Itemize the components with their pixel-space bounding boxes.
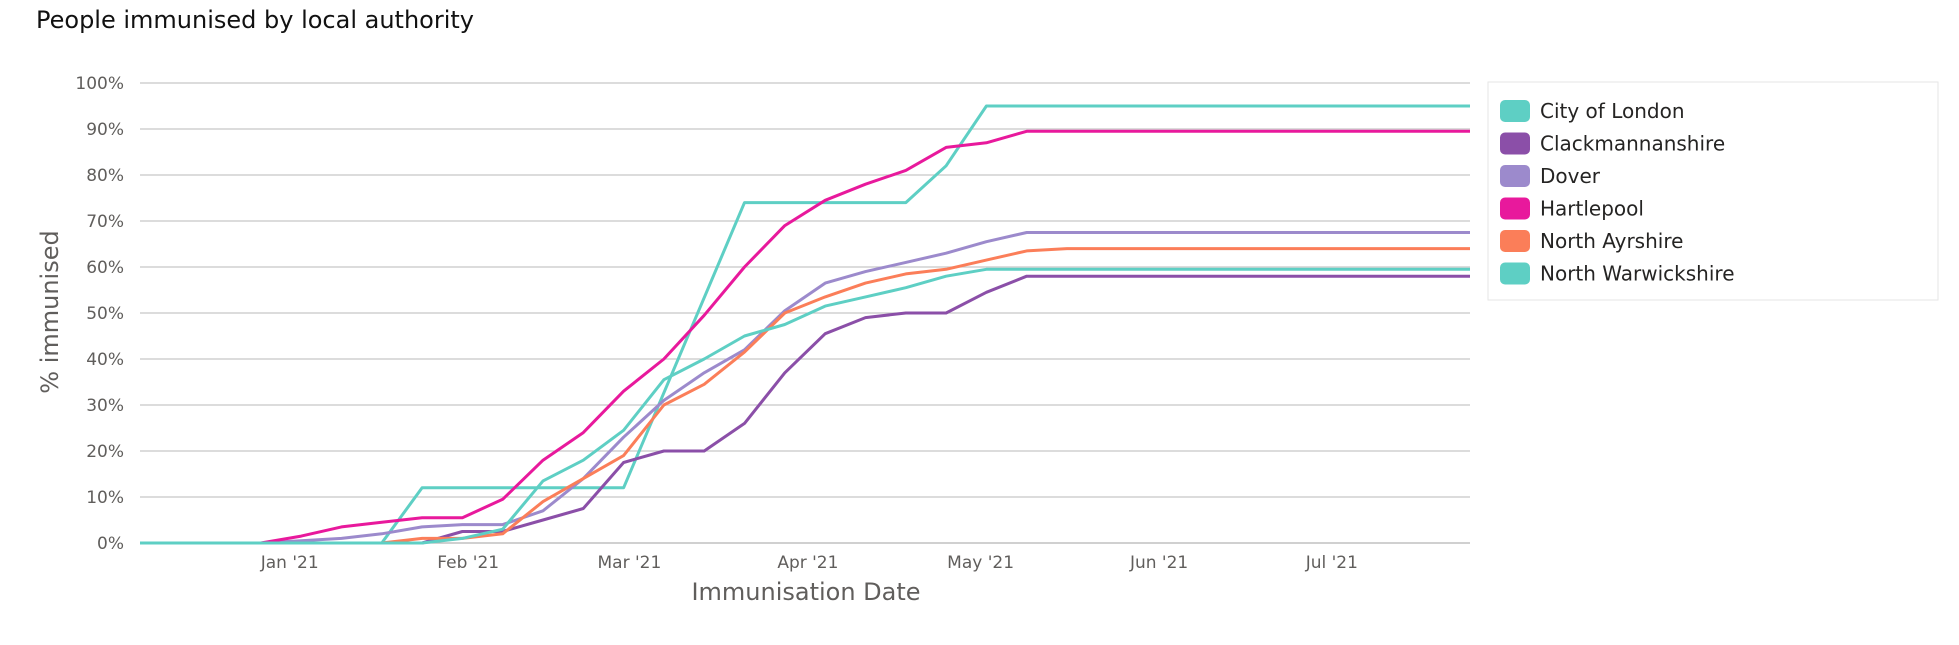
- y-tick-label: 100%: [75, 74, 124, 94]
- gridlines: [140, 82, 1470, 544]
- x-tick-label: Jan '21: [260, 553, 319, 573]
- legend-swatch-north-warwickshire: [1500, 262, 1530, 285]
- legend-label-clackmannanshire: Clackmannanshire: [1540, 132, 1725, 156]
- series-line-north-warwickshire: [140, 267, 1470, 545]
- y-tick-label: 80%: [86, 166, 124, 186]
- y-tick-label: 0%: [97, 534, 124, 554]
- x-tick-label: Apr '21: [777, 553, 838, 573]
- x-tick-label: Jul '21: [1305, 553, 1358, 573]
- legend-label-north-ayrshire: North Ayrshire: [1540, 229, 1683, 253]
- y-tick-label: 20%: [86, 442, 124, 462]
- chart-title: People immunised by local authority: [36, 6, 474, 34]
- y-tick-label: 10%: [86, 488, 124, 508]
- series-line-north-ayrshire: [140, 247, 1470, 545]
- y-tick-label: 30%: [86, 396, 124, 416]
- y-axis-ticks: 0% 10% 20% 30% 40% 50% 60% 70% 80% 90% 100%: [75, 74, 124, 554]
- y-tick-label: 50%: [86, 304, 124, 324]
- legend-swatch-hartlepool: [1500, 197, 1530, 220]
- y-tick-label: 90%: [86, 120, 124, 140]
- legend-swatch-clackmannanshire: [1500, 132, 1530, 155]
- x-tick-label: Mar '21: [597, 553, 661, 573]
- series-lines: [140, 104, 1470, 545]
- x-axis-ticks: Jan '21 Feb '21 Mar '21 Apr '21 May '21 Jun '…: [260, 553, 1358, 573]
- x-tick-label: Jun '21: [1129, 553, 1188, 573]
- legend-swatch-north-ayrshire: [1500, 230, 1530, 252]
- legend-label-dover: Dover: [1540, 164, 1601, 188]
- x-tick-label: Feb '21: [437, 553, 499, 573]
- legend-swatch-dover: [1500, 165, 1530, 187]
- legend-swatch-city-of-london: [1500, 100, 1530, 122]
- x-tick-label: May '21: [947, 553, 1014, 573]
- series-line-city-of-london: [140, 104, 1470, 545]
- legend-box: [1487, 81, 1939, 301]
- legend-label-hartlepool: Hartlepool: [1540, 197, 1644, 221]
- legend: City of London Clackmannanshire Dover Hartl…: [1487, 81, 1939, 301]
- x-axis-title: Immunisation Date: [691, 578, 920, 606]
- y-tick-label: 40%: [86, 350, 124, 370]
- y-tick-label: 70%: [86, 212, 124, 232]
- series-line-dover: [140, 231, 1470, 545]
- series-line-hartlepool: [140, 129, 1470, 545]
- legend-label-north-warwickshire: North Warwickshire: [1540, 262, 1735, 286]
- legend-label-city-of-london: City of London: [1540, 99, 1685, 123]
- y-tick-label: 60%: [86, 258, 124, 278]
- y-axis-title: % immunised: [36, 230, 64, 393]
